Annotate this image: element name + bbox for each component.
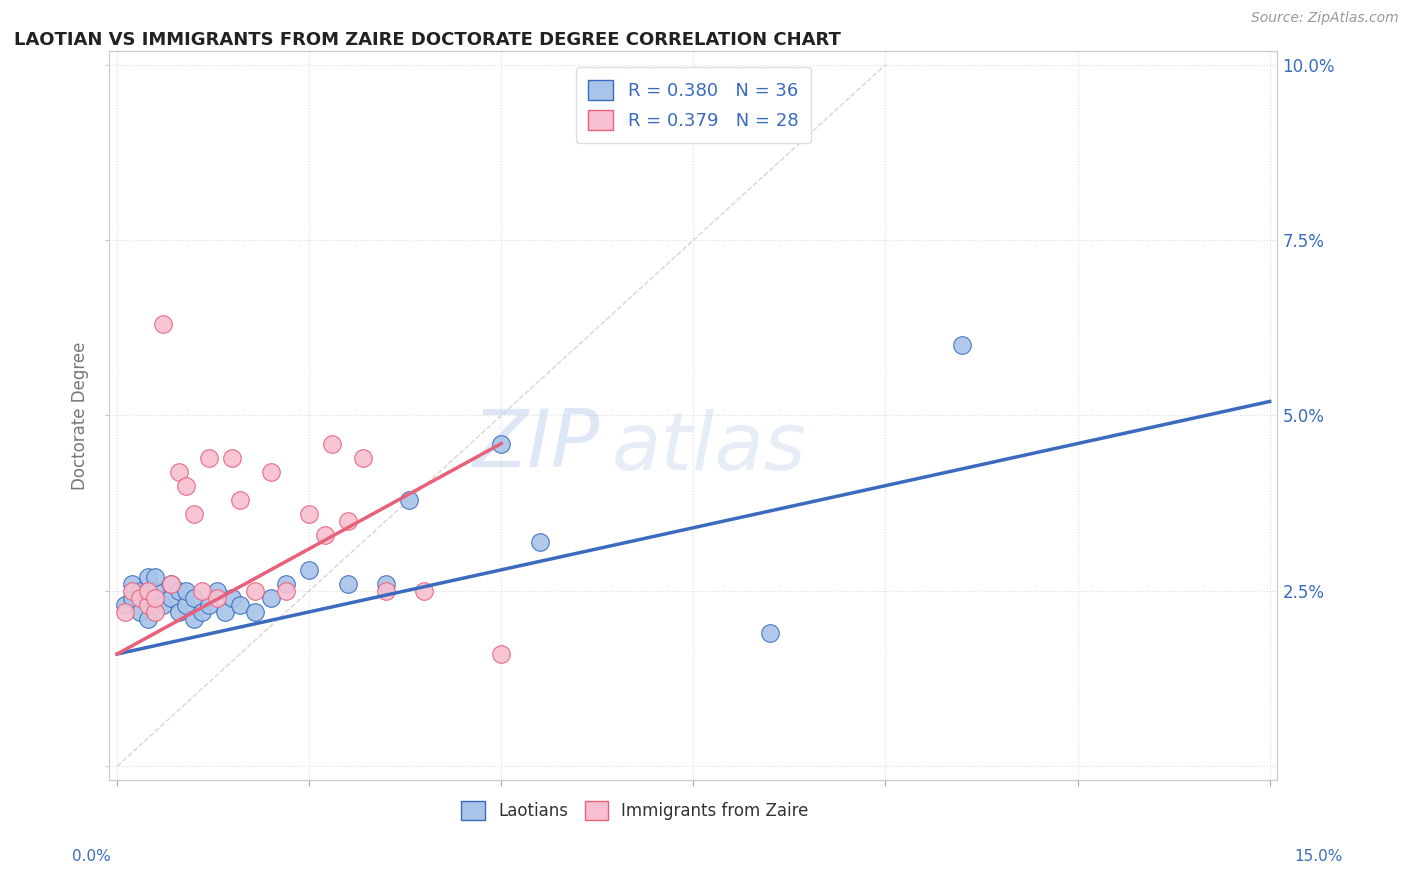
Point [229, 598, 252, 612]
Point [129, 583, 152, 598]
Point [529, 534, 551, 549]
Point [274, 577, 297, 591]
Point [136, 583, 159, 598]
Point [145, 583, 167, 598]
Point [198, 450, 221, 465]
Point [145, 605, 167, 619]
Point [174, 598, 197, 612]
Point [190, 605, 212, 619]
Text: 15.0%: 15.0% [1295, 849, 1343, 863]
Point [121, 577, 143, 591]
Point [167, 583, 190, 598]
Point [190, 583, 212, 598]
Point [298, 563, 321, 577]
Point [129, 605, 152, 619]
Point [491, 436, 513, 450]
Point [114, 598, 136, 612]
Point [260, 591, 283, 605]
Point [205, 591, 228, 605]
Point [321, 436, 343, 450]
Text: 0.0%: 0.0% [72, 849, 111, 863]
Point [759, 626, 782, 640]
Point [174, 478, 197, 492]
Point [152, 598, 174, 612]
Point [221, 591, 243, 605]
Point [214, 605, 236, 619]
Point [160, 591, 183, 605]
Point [183, 507, 205, 521]
Point [129, 591, 152, 605]
Point [245, 583, 267, 598]
Point [314, 528, 336, 542]
Point [398, 492, 420, 507]
Point [121, 583, 143, 598]
Point [375, 583, 398, 598]
Point [491, 647, 513, 661]
Point [274, 583, 297, 598]
Text: atlas: atlas [612, 409, 807, 487]
Point [174, 583, 197, 598]
Point [413, 583, 436, 598]
Point [336, 577, 359, 591]
Point [136, 570, 159, 584]
Point [352, 450, 374, 465]
Point [183, 612, 205, 626]
Point [160, 577, 183, 591]
Text: ZIP: ZIP [472, 406, 600, 483]
Point [136, 612, 159, 626]
Point [336, 514, 359, 528]
Point [183, 591, 205, 605]
Point [121, 591, 143, 605]
Point [167, 605, 190, 619]
Legend: Laotians, Immigrants from Zaire: Laotians, Immigrants from Zaire [454, 794, 815, 827]
Point [375, 577, 398, 591]
Text: LAOTIAN VS IMMIGRANTS FROM ZAIRE DOCTORATE DEGREE CORRELATION CHART: LAOTIAN VS IMMIGRANTS FROM ZAIRE DOCTORA… [14, 31, 841, 49]
Point [136, 583, 159, 598]
Point [198, 598, 221, 612]
Point [205, 583, 228, 598]
Point [152, 318, 174, 332]
Point [160, 577, 183, 591]
Point [136, 598, 159, 612]
Point [950, 338, 973, 352]
Point [245, 605, 267, 619]
Point [167, 465, 190, 479]
Point [229, 492, 252, 507]
Point [145, 591, 167, 605]
Y-axis label: Doctorate Degree: Doctorate Degree [72, 342, 89, 490]
Point [298, 507, 321, 521]
Point [114, 605, 136, 619]
Text: Source: ZipAtlas.com: Source: ZipAtlas.com [1251, 12, 1399, 25]
Point [145, 570, 167, 584]
Point [260, 465, 283, 479]
Point [221, 450, 243, 465]
